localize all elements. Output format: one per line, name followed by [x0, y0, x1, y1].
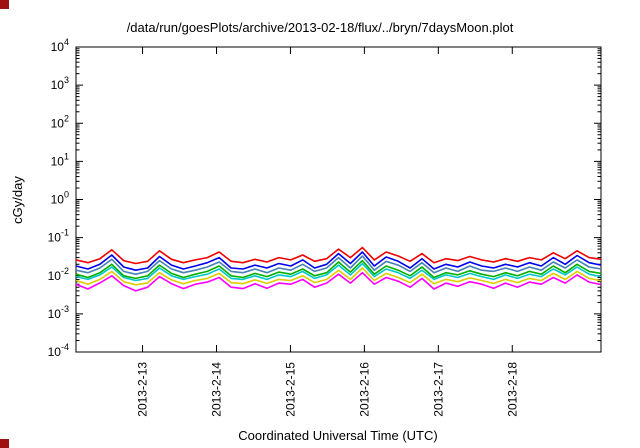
x-tick-label: 2013-2-17	[431, 362, 445, 417]
x-tick-label: 2013-2-13	[136, 362, 150, 417]
series-line-yellow	[75, 267, 602, 286]
axis-ticks	[76, 46, 601, 353]
series-line-red	[75, 246, 602, 265]
y-tick-label: 10-2	[48, 266, 69, 283]
y-axis-label: cGy/day	[10, 176, 25, 224]
series-line-magenta	[75, 271, 602, 292]
series-line-steelblue	[75, 255, 602, 276]
x-axis-label: Coordinated Universal Time (UTC)	[238, 428, 437, 443]
x-tick-label: 2013-2-15	[283, 362, 297, 417]
y-tick-label: 10-1	[48, 228, 69, 245]
chart-title: /data/run/goesPlots/archive/2013-02-18/f…	[127, 20, 514, 35]
y-tick-label: 101	[51, 151, 69, 168]
data-series	[75, 246, 602, 292]
x-tick-label: 2013-2-18	[505, 362, 519, 417]
x-tick-label: 2013-2-16	[357, 362, 371, 417]
y-tick-label: 10-3	[48, 304, 69, 321]
series-line-cyan	[75, 262, 602, 282]
tick-labels: 104 103 102 101 100 10-1 10-2 10-3 10-4 2013-2-13…	[48, 37, 520, 417]
series-line-green	[75, 259, 602, 280]
corner-marker-top	[0, 0, 9, 9]
x-tick-label: 2013-2-14	[209, 362, 223, 417]
plot-border	[75, 46, 602, 353]
y-tick-label: 104	[51, 37, 69, 54]
y-tick-label: 100	[51, 190, 69, 207]
y-tick-label: 103	[51, 75, 69, 92]
series-line-blue	[75, 251, 602, 272]
y-tick-label: 102	[51, 113, 69, 130]
plot-frame	[75, 46, 602, 353]
y-tick-label: 10-4	[48, 342, 69, 359]
corner-marker-bottom	[0, 439, 9, 448]
